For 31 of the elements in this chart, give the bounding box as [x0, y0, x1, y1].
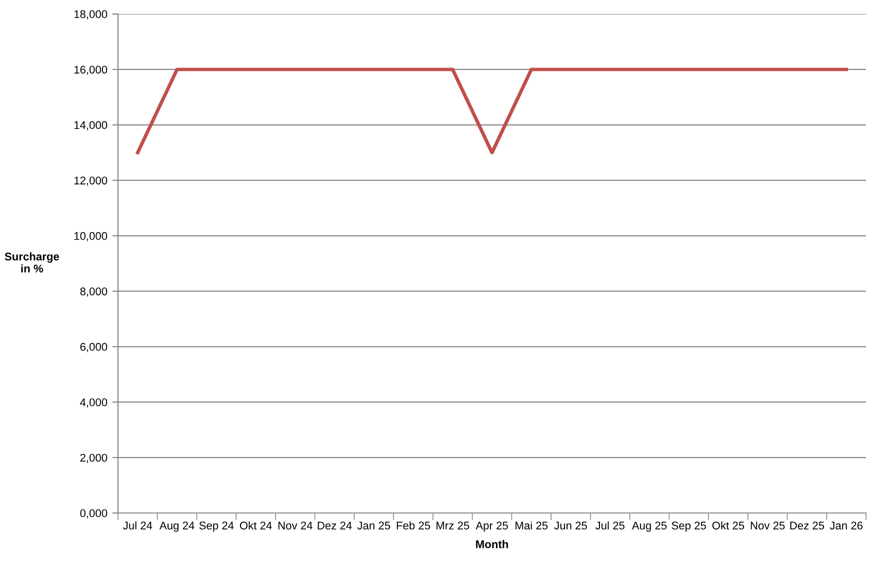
y-tick-label: 6,000: [80, 342, 108, 352]
x-tick-label: Apr 25: [476, 522, 508, 532]
x-tick-label: Feb 25: [396, 521, 430, 530]
x-tick-label: Dez 25: [790, 522, 824, 530]
x-tick-label: Dez 24: [318, 522, 352, 530]
x-tick-label: Nov 25: [750, 522, 785, 530]
y-tick-label: 10,000: [74, 232, 108, 242]
y-tick-label: 18,000: [74, 10, 108, 20]
x-tick-label: Jul 24: [123, 521, 152, 530]
y-tick-label: 8,000: [80, 287, 108, 297]
y-tick-label: 16,000: [74, 66, 108, 75]
x-tick-label: Okt 24: [240, 521, 272, 530]
x-tick-label: Mrz 25: [436, 522, 470, 530]
x-tick-label: Jul 25: [595, 521, 624, 530]
y-tick-label: 0,000: [80, 509, 108, 518]
y-tick-label: 12,000: [74, 176, 108, 186]
x-tick-label: Nov 24: [278, 522, 312, 530]
y-tick-label: 14,000: [74, 121, 108, 130]
x-tick-label: Aug 25: [632, 522, 667, 532]
y-axis-title: Surcharge in %: [4, 252, 60, 272]
x-axis-title: Month: [476, 540, 508, 548]
x-tick-label: Okt 25: [712, 521, 744, 530]
x-tick-label: Sep 25: [672, 522, 706, 532]
x-tick-label: Aug 24: [159, 522, 194, 532]
y-tick-label: 2,000: [80, 454, 108, 464]
x-tick-label: Jun 25: [554, 522, 587, 530]
x-tick-label: Jan 25: [357, 522, 390, 530]
x-tick-label: Mai 25: [516, 521, 548, 530]
x-tick-label: Sep 24: [199, 522, 234, 532]
y-tick-label: 4,000: [80, 398, 108, 408]
x-tick-label: Jan 26: [830, 522, 863, 530]
